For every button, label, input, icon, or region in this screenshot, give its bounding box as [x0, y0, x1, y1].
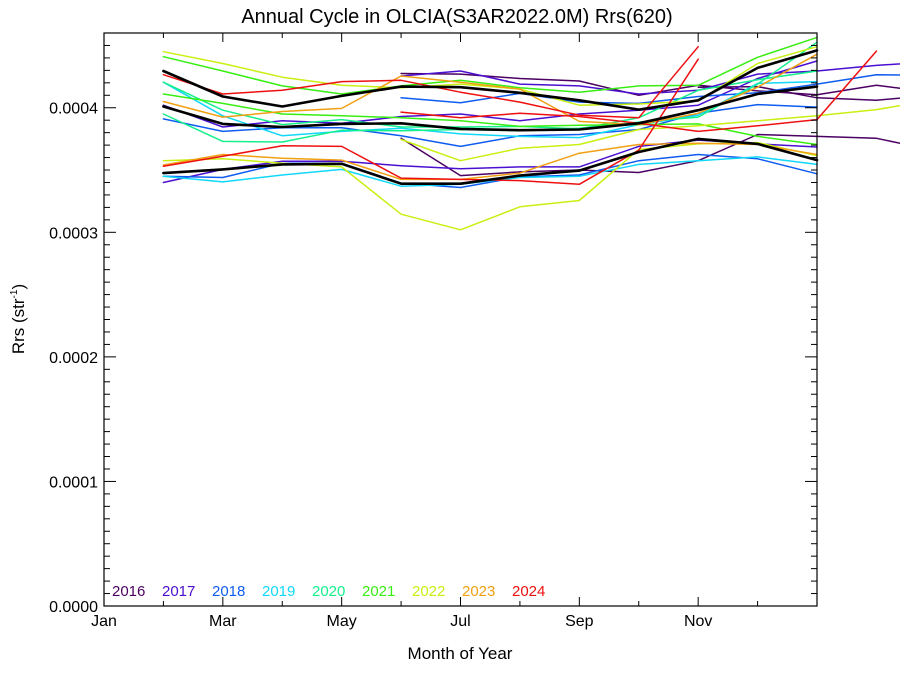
series-line-26 [162, 137, 819, 185]
series-line-14 [162, 36, 818, 95]
y-tick-label: 0.0002 [49, 350, 98, 367]
series-layer [162, 36, 900, 231]
x-axis-label: Month of Year [408, 644, 513, 663]
legend-entry-2019: 2019 [262, 583, 295, 600]
series-line-11 [162, 80, 818, 139]
x-tick-label: Nov [684, 613, 712, 630]
y-tick-label: 0.0001 [49, 474, 98, 491]
legend-entry-2024: 2024 [512, 583, 545, 600]
x-tick-label: May [327, 613, 357, 630]
series-line-24 [162, 49, 819, 111]
legend-entry-2021: 2021 [362, 583, 395, 600]
y-axis-label-exponent: -1 [9, 289, 20, 298]
y-axis-label: Rrs (str-1) [9, 284, 28, 354]
y-axis-label-close: ) [9, 284, 28, 290]
legend-entry-2017: 2017 [162, 583, 195, 600]
legend-entry-2020: 2020 [312, 583, 345, 600]
x-tick-label: Jul [450, 613, 470, 630]
legend-entry-2022: 2022 [412, 583, 445, 600]
legend: 2016 2017 2018 2019 2020 2021 2022 2023 2024 [112, 583, 545, 600]
y-tick-label: 0.0003 [49, 225, 98, 242]
series-line-3 [697, 85, 900, 102]
x-tick-label: Jan [91, 613, 117, 630]
x-tick-label: Sep [565, 613, 594, 630]
series-line-12 [162, 70, 818, 130]
x-tick-label: Mar [209, 613, 237, 630]
y-tick-label: 0.0000 [49, 599, 98, 616]
y-axis-label-main: Rrs (str [9, 298, 28, 354]
series-line-18 [400, 104, 900, 162]
series-line-19 [162, 53, 818, 126]
axis-ticks: Jan Mar May Jul Sep Nov 0.0000 0.0001 0.0002 0.00… [49, 33, 817, 630]
chart-title: Annual Cycle in OLCIA(S3AR2022.0M) Rrs(6… [241, 6, 672, 28]
legend-entry-2018: 2018 [212, 583, 245, 600]
legend-entry-2016: 2016 [112, 583, 145, 600]
legend-entry-2023: 2023 [462, 583, 495, 600]
series-line-20 [162, 142, 818, 181]
series-line-25 [162, 85, 819, 132]
series-line-9 [400, 73, 900, 105]
y-tick-label: 0.0004 [49, 101, 98, 118]
series-line-22 [162, 58, 699, 186]
